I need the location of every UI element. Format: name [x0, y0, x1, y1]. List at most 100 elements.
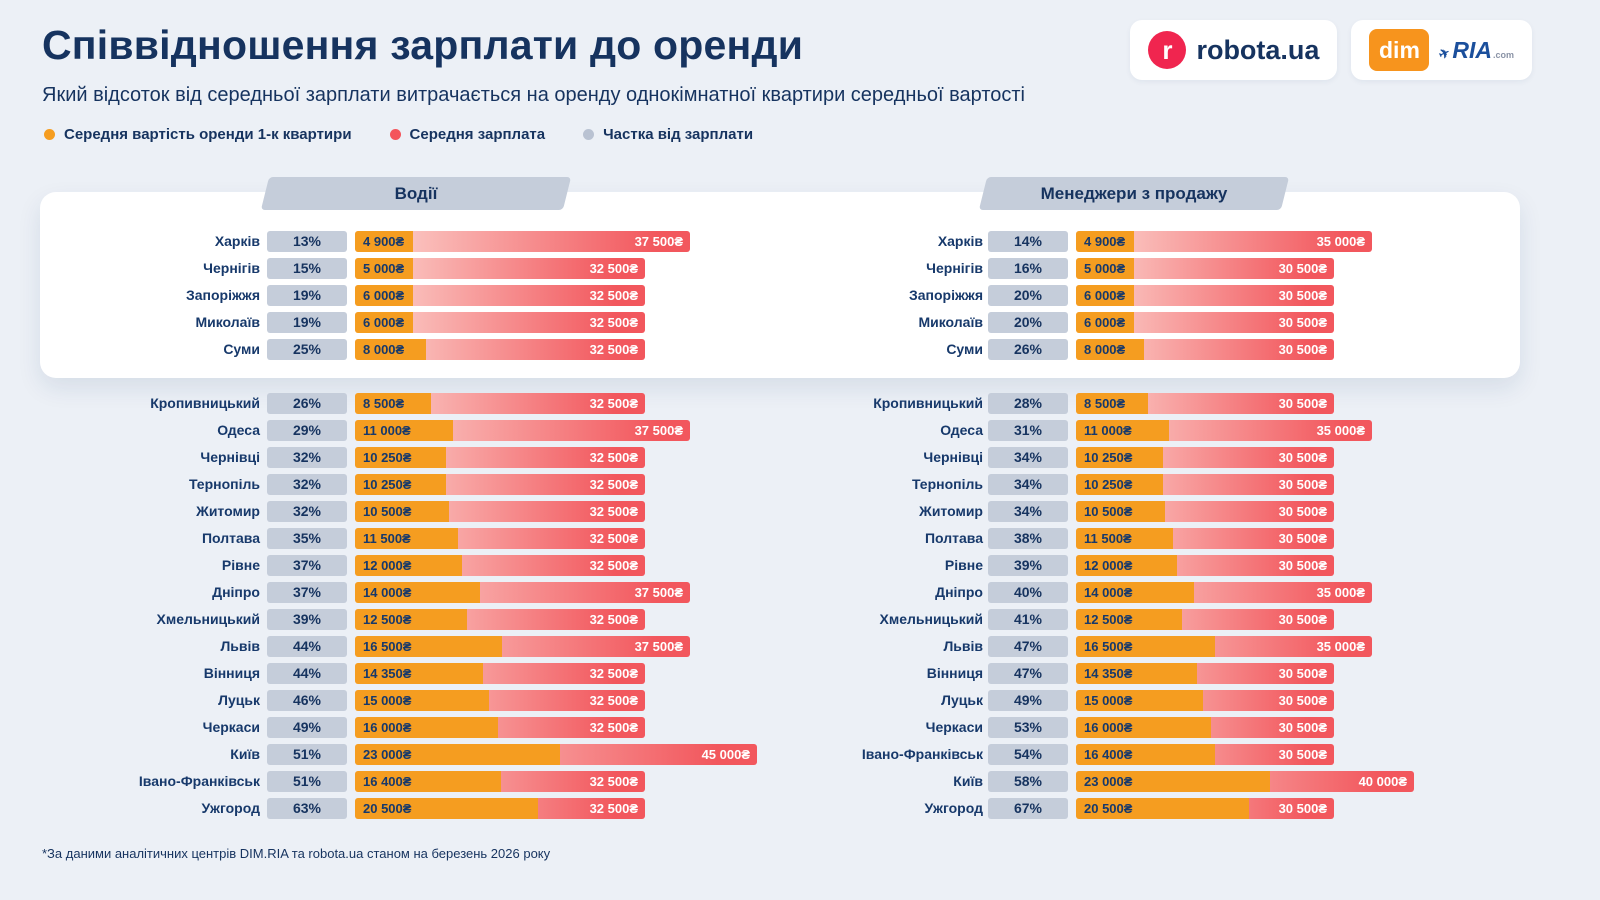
rent-value: 12 500₴ — [1084, 612, 1133, 627]
robota-ua-wordmark: robota.ua — [1196, 34, 1320, 65]
percent-badge: 29% — [267, 420, 347, 441]
rent-value: 15 000₴ — [1084, 693, 1133, 708]
rent-segment — [1076, 312, 1134, 333]
city-label: Львів — [220, 638, 260, 654]
rent-segment — [1076, 339, 1144, 360]
dim-ria-logo: dim ✈ RIA .com — [1351, 20, 1532, 80]
rent-value: 23 000₴ — [1084, 774, 1133, 789]
percent-badge: 46% — [267, 690, 347, 711]
salary-value: 32 500₴ — [589, 666, 638, 681]
column-header: Водії — [260, 177, 572, 210]
percent-badge: 37% — [267, 555, 347, 576]
city-label: Кропивницький — [150, 395, 260, 411]
percent-badge: 51% — [267, 744, 347, 765]
city-label: Суми — [223, 341, 260, 357]
salary-bar: 8 000₴ 32 500₴ — [355, 339, 645, 360]
rent-segment — [355, 663, 484, 684]
rent-value: 6 000₴ — [363, 288, 405, 303]
salary-bar: 14 000₴ 37 500₴ — [355, 582, 690, 603]
salary-value: 32 500₴ — [589, 774, 638, 789]
salary-bar: 12 500₴ 30 500₴ — [1076, 609, 1334, 630]
rent-segment — [1076, 771, 1271, 792]
rent-segment — [1076, 231, 1134, 252]
ria-wordmark: ✈ RIA .com — [1437, 37, 1514, 64]
salary-bar: 23 000₴ 40 000₴ — [1076, 771, 1414, 792]
salary-bar: 4 900₴ 35 000₴ — [1076, 231, 1372, 252]
legend-dot-icon — [583, 129, 595, 140]
rent-segment — [355, 717, 498, 738]
legend-item: Середня вартість оренди 1-к квартири — [44, 126, 352, 143]
percent-badge: 26% — [267, 393, 347, 414]
salary-bar: 12 000₴ 30 500₴ — [1076, 555, 1334, 576]
city-label: Черкаси — [925, 719, 983, 735]
rent-value: 12 000₴ — [363, 558, 412, 573]
city-label: Миколаїв — [918, 314, 983, 330]
salary-bar: 6 000₴ 32 500₴ — [355, 312, 645, 333]
salary-bar: 14 350₴ 30 500₴ — [1076, 663, 1334, 684]
percent-badge: 38% — [988, 528, 1068, 549]
robota-ua-icon: r — [1148, 31, 1187, 69]
percent-badge: 49% — [988, 690, 1068, 711]
rent-segment — [355, 555, 462, 576]
percent-badge: 32% — [267, 447, 347, 468]
rent-segment — [355, 744, 561, 765]
salary-value: 30 500₴ — [1278, 747, 1327, 762]
salary-bar: 8 500₴ 32 500₴ — [355, 393, 645, 414]
city-label: Дніпро — [935, 584, 983, 600]
salary-bar: 6 000₴ 30 500₴ — [1076, 312, 1334, 333]
percent-badge: 44% — [267, 636, 347, 657]
salary-value: 35 000₴ — [1316, 639, 1365, 654]
rent-segment — [355, 528, 458, 549]
rent-value: 6 000₴ — [1084, 315, 1126, 330]
rent-value: 15 000₴ — [363, 693, 412, 708]
rent-value: 8 000₴ — [363, 342, 405, 357]
salary-value: 35 000₴ — [1316, 234, 1365, 249]
rent-segment — [355, 501, 449, 522]
city-label: Ужгород — [201, 800, 260, 816]
salary-value: 30 500₴ — [1278, 720, 1327, 735]
percent-badge: 20% — [988, 312, 1068, 333]
rent-value: 11 500₴ — [363, 531, 411, 546]
city-label: Запоріжжя — [908, 287, 983, 303]
salary-value: 30 500₴ — [1278, 396, 1327, 411]
rent-segment — [355, 339, 427, 360]
salary-value: 30 500₴ — [1278, 477, 1327, 492]
city-label: Одеса — [940, 422, 983, 438]
salary-bar: 5 000₴ 30 500₴ — [1076, 258, 1334, 279]
percent-badge: 28% — [988, 393, 1068, 414]
rent-value: 5 000₴ — [363, 261, 405, 276]
salary-bar: 20 500₴ 30 500₴ — [1076, 798, 1334, 819]
city-label: Миколаїв — [195, 314, 260, 330]
rent-segment — [1076, 582, 1195, 603]
salary-bar: 16 500₴ 35 000₴ — [1076, 636, 1372, 657]
city-label: Харків — [937, 233, 983, 249]
salary-value: 32 500₴ — [589, 720, 638, 735]
percent-badge: 35% — [267, 528, 347, 549]
rent-segment — [1076, 474, 1163, 495]
salary-bar: 12 500₴ 32 500₴ — [355, 609, 645, 630]
rent-value: 16 400₴ — [363, 774, 412, 789]
rent-value: 11 500₴ — [1084, 531, 1132, 546]
salary-value: 32 500₴ — [589, 801, 638, 816]
city-label: Вінниця — [926, 665, 983, 681]
rent-segment — [1076, 258, 1134, 279]
city-label: Вінниця — [203, 665, 260, 681]
salary-value: 30 500₴ — [1278, 288, 1327, 303]
salary-value: 30 500₴ — [1278, 558, 1327, 573]
rent-value: 16 500₴ — [363, 639, 412, 654]
rent-value: 10 250₴ — [1084, 450, 1133, 465]
salary-bar: 10 250₴ 32 500₴ — [355, 474, 645, 495]
rent-value: 12 000₴ — [1084, 558, 1133, 573]
city-label: Запоріжжя — [185, 287, 260, 303]
rent-segment — [1076, 609, 1182, 630]
salary-value: 35 000₴ — [1316, 423, 1365, 438]
city-label: Луцьк — [941, 692, 983, 708]
salary-value: 37 500₴ — [634, 234, 683, 249]
city-label: Полтава — [924, 530, 983, 546]
salary-bar: 10 250₴ 30 500₴ — [1076, 447, 1334, 468]
salary-value: 37 500₴ — [634, 585, 683, 600]
subtitle: Який відсоток від середньої зарплати вит… — [42, 84, 1025, 106]
salary-bar: 16 000₴ 32 500₴ — [355, 717, 645, 738]
rent-segment — [1076, 636, 1216, 657]
rent-value: 10 250₴ — [1084, 477, 1133, 492]
